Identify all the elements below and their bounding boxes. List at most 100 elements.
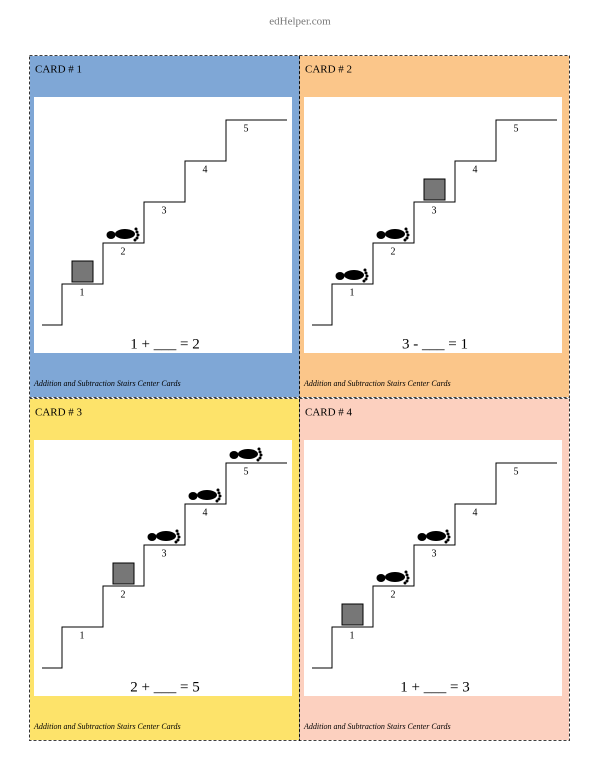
foot-sole: [426, 531, 446, 541]
step-label: 5: [514, 123, 519, 134]
foot-toe: [216, 488, 220, 492]
card-panel: [34, 97, 292, 353]
step-label: 2: [391, 246, 396, 257]
stairs: [42, 119, 287, 326]
foot-toe: [404, 570, 408, 574]
card-footer: Addition and Subtraction Stairs Center C…: [33, 722, 181, 731]
card-title: CARD # 1: [35, 64, 82, 76]
step-label: 2: [121, 246, 126, 257]
card-panel: [304, 440, 562, 696]
foot-toe: [256, 458, 260, 462]
footprint: [106, 227, 140, 242]
card-border: [299, 55, 570, 398]
foot-toe: [135, 230, 139, 234]
footprint: [147, 529, 181, 544]
step-label: 1: [80, 630, 85, 641]
card-footer: Addition and Subtraction Stairs Center C…: [33, 379, 181, 388]
foot-heel: [147, 533, 157, 541]
card-panel: [304, 97, 562, 353]
foot-toe: [444, 540, 448, 544]
foot-heel: [229, 451, 239, 459]
step-label: 5: [514, 466, 519, 477]
equation: 1 + ___ = 3: [400, 679, 469, 695]
foot-toe: [405, 573, 409, 577]
step-label: 4: [473, 164, 478, 175]
foot-toe: [445, 529, 449, 533]
footprint: [376, 570, 410, 585]
foot-toe: [218, 494, 222, 498]
card: CARD # 1 1 2 3 4 5 1 + ___ = 2 Addition and Sub…: [29, 55, 300, 398]
foot-toe: [259, 453, 263, 457]
site-header: edHelper.com: [269, 16, 331, 28]
step-label: 3: [432, 205, 437, 216]
stairs: [42, 462, 287, 669]
foot-toe: [134, 227, 138, 231]
foot-toe: [404, 227, 408, 231]
stairs: [312, 119, 557, 326]
foot-toe: [257, 447, 261, 451]
foot-toe: [258, 450, 262, 454]
foot-toe: [363, 268, 367, 272]
foot-toe: [136, 233, 140, 237]
card: CARD # 3 1 2 3 4 5 2 + ___ = 5 Addition and Sub…: [29, 398, 300, 741]
footprint: [417, 529, 451, 544]
foot-toe: [133, 238, 137, 242]
card-title: CARD # 2: [305, 64, 352, 76]
foot-sole: [197, 490, 217, 500]
foot-toe: [405, 236, 409, 240]
foot-sole: [156, 531, 176, 541]
foot-toe: [364, 277, 368, 281]
counter-square: [71, 260, 94, 283]
counter-square: [341, 603, 364, 626]
step-label: 3: [162, 205, 167, 216]
foot-heel: [335, 272, 345, 280]
foot-toe: [135, 236, 139, 240]
step-label: 2: [121, 589, 126, 600]
foot-heel: [188, 492, 198, 500]
foot-toe: [446, 538, 450, 542]
foot-toe: [403, 581, 407, 585]
step-label: 4: [203, 507, 208, 518]
foot-sole: [344, 270, 364, 280]
foot-sole: [238, 449, 258, 459]
card-title: CARD # 3: [35, 407, 83, 419]
card-footer: Addition and Subtraction Stairs Center C…: [303, 722, 451, 731]
counter-square: [112, 562, 135, 585]
equation: 3 - ___ = 1: [402, 336, 468, 352]
step-label: 4: [203, 164, 208, 175]
equation: 1 + ___ = 2: [130, 336, 199, 352]
equation: 2 + ___ = 5: [130, 679, 199, 695]
foot-sole: [115, 229, 135, 239]
foot-toe: [177, 535, 181, 539]
foot-toe: [403, 238, 407, 242]
foot-heel: [106, 231, 116, 239]
step-label: 1: [350, 630, 355, 641]
foot-toe: [174, 540, 178, 544]
step-label: 5: [244, 466, 249, 477]
foot-toe: [217, 491, 221, 495]
card: CARD # 4 1 2 3 4 5 1 + ___ = 3 Addition and Sub…: [299, 398, 570, 741]
foot-toe: [176, 538, 180, 542]
step-label: 4: [473, 507, 478, 518]
foot-toe: [406, 576, 410, 580]
card-border: [299, 398, 570, 741]
foot-heel: [417, 533, 427, 541]
card-panel: [34, 440, 292, 696]
foot-toe: [365, 274, 369, 278]
step-label: 1: [80, 287, 85, 298]
foot-toe: [447, 535, 451, 539]
foot-toe: [405, 579, 409, 583]
footprint: [335, 268, 369, 283]
footprint: [229, 447, 263, 462]
step-label: 3: [162, 548, 167, 559]
foot-sole: [385, 572, 405, 582]
card-footer: Addition and Subtraction Stairs Center C…: [303, 379, 451, 388]
foot-toe: [405, 230, 409, 234]
foot-sole: [385, 229, 405, 239]
card-title: CARD # 4: [305, 407, 353, 419]
foot-toe: [176, 532, 180, 536]
footprint: [188, 488, 222, 503]
foot-toe: [217, 497, 221, 501]
foot-heel: [376, 574, 386, 582]
